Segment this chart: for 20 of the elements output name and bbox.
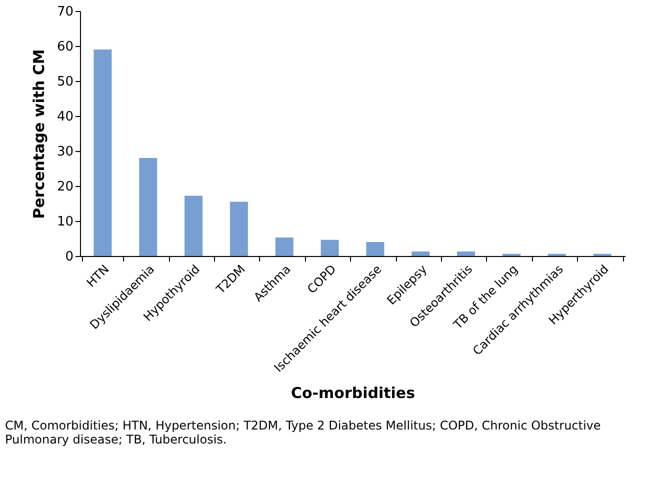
y-tick-label: 0 xyxy=(65,250,74,264)
text: CM, Comorbidities; HTN, Hypertension; T2DM, Type 2 Diabetes Mellitus; COPD, Chronic Obstructive Pulmonary disease; TB, Tuberculosis. xyxy=(5,418,601,447)
y-tick-label: 30 xyxy=(56,144,74,160)
y-tick-label: 60 xyxy=(56,40,74,54)
y-tick-label: 70 xyxy=(56,4,74,20)
bar xyxy=(230,202,248,256)
bar xyxy=(412,251,430,256)
bar xyxy=(320,240,339,256)
bar xyxy=(275,237,294,256)
bar xyxy=(94,50,112,256)
y-tick-label: 20 xyxy=(56,180,74,194)
bar xyxy=(457,251,476,256)
y-tick-label: 40 xyxy=(56,110,74,124)
bar xyxy=(139,158,158,256)
y-tick-label: 50 xyxy=(56,74,74,90)
bar xyxy=(184,196,203,256)
y-tick-label: 10 xyxy=(56,214,74,230)
y-axis-title: Percentage with CM xyxy=(30,49,48,219)
x-axis-title: Co-morbidities xyxy=(290,384,416,402)
bar xyxy=(366,242,384,256)
